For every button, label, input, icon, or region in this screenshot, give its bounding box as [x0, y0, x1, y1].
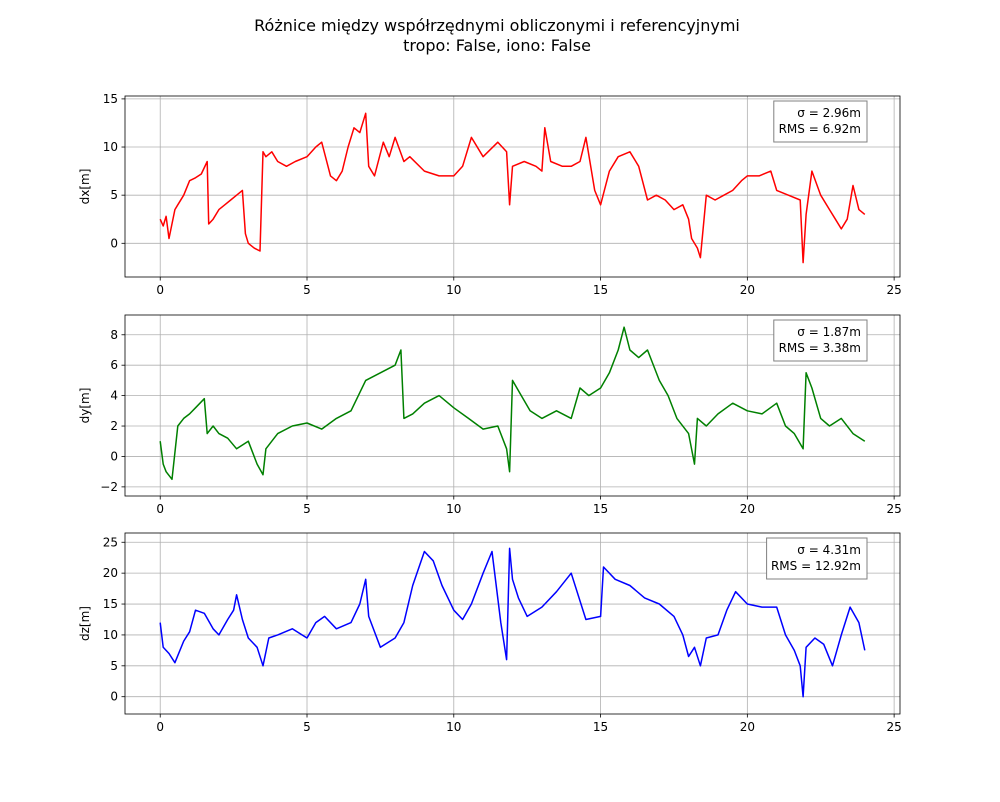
stats-box-frame: [773, 319, 868, 362]
x-tick-label: 10: [446, 720, 461, 734]
y-tick-label: −2: [100, 480, 118, 494]
rms-text: RMS = 6.92m: [779, 122, 861, 136]
y-tick-label: 4: [110, 389, 118, 403]
stats-box: σ = 4.31m RMS = 12.92m: [766, 537, 868, 580]
stats-box: σ = 1.87m RMS = 3.38m: [773, 319, 868, 362]
chart-subtitle: tropo: False, iono: False: [403, 36, 591, 55]
series-line: [159, 326, 866, 481]
sigma-text: σ = 1.87m: [797, 325, 861, 339]
stats-box-frame: [766, 537, 868, 580]
x-tick-label: 20: [740, 720, 755, 734]
y-tick-label: 15: [103, 597, 118, 611]
x-tick-label: 10: [446, 283, 461, 297]
y-tick-label: 5: [110, 659, 118, 673]
y-tick-label: 5: [110, 188, 118, 202]
axes-frame: [124, 314, 901, 497]
stats-box-frame: [773, 100, 868, 143]
x-tick-label: 15: [593, 502, 608, 516]
axes-frame: [124, 95, 901, 278]
grid: [125, 315, 900, 496]
y-tick-label: 0: [110, 449, 118, 463]
x-tick-label: 0: [156, 502, 164, 516]
y-axis-label: dz[m]: [78, 606, 92, 641]
rms-text: RMS = 3.38m: [779, 341, 861, 355]
y-axis-label: dy[m]: [78, 388, 92, 424]
y-tick-label: 20: [103, 566, 118, 580]
y-tick-label: 0: [110, 236, 118, 250]
x-tick-label: 25: [886, 720, 901, 734]
x-tick-label: 5: [303, 720, 311, 734]
sigma-text: σ = 2.96m: [797, 106, 861, 120]
y-axis-label: dx[m]: [78, 169, 92, 205]
y-tick-label: 2: [110, 419, 118, 433]
x-tick-label: 5: [303, 502, 311, 516]
x-tick-label: 20: [740, 502, 755, 516]
grid: [125, 96, 900, 277]
y-tick-label: 10: [103, 628, 118, 642]
x-tick-label: 0: [156, 283, 164, 297]
y-tick-label: 6: [110, 358, 118, 372]
y-tick-label: 10: [103, 140, 118, 154]
subplot-1: 0 5 10 15 20 25 0 5 10 15 dx[m] σ = 2.96m RMS = 6.92…: [78, 92, 902, 297]
x-tick-label: 10: [446, 502, 461, 516]
series-line: [159, 112, 866, 264]
rms-text: RMS = 12.92m: [771, 559, 861, 573]
y-tick-label: 0: [110, 690, 118, 704]
chart-title: Różnice między współrzędnymi obliczonymi…: [254, 16, 740, 35]
x-tick-label: 25: [886, 502, 901, 516]
x-tick-label: 25: [886, 283, 901, 297]
x-tick-label: 0: [156, 720, 164, 734]
y-tick-label: 15: [103, 92, 118, 106]
subplot-2: 0 5 10 15 20 25 −2 0 2 4 6 8 dy[m] σ = 1.87m RMS = 3.3…: [78, 314, 902, 516]
y-tick-label: 8: [110, 328, 118, 342]
sigma-text: σ = 4.31m: [797, 543, 861, 557]
x-tick-label: 20: [740, 283, 755, 297]
x-tick-label: 15: [593, 720, 608, 734]
x-tick-label: 5: [303, 283, 311, 297]
subplot-3: 0 5 10 15 20 25 0 5 10 15 20 25 dz[m] σ = 4.31m RMS = …: [78, 532, 902, 734]
axes-frame: [124, 532, 901, 715]
x-tick-label: 15: [593, 283, 608, 297]
series-line: [159, 547, 866, 698]
stats-box: σ = 2.96m RMS = 6.92m: [773, 100, 868, 143]
y-tick-label: 25: [103, 535, 118, 549]
